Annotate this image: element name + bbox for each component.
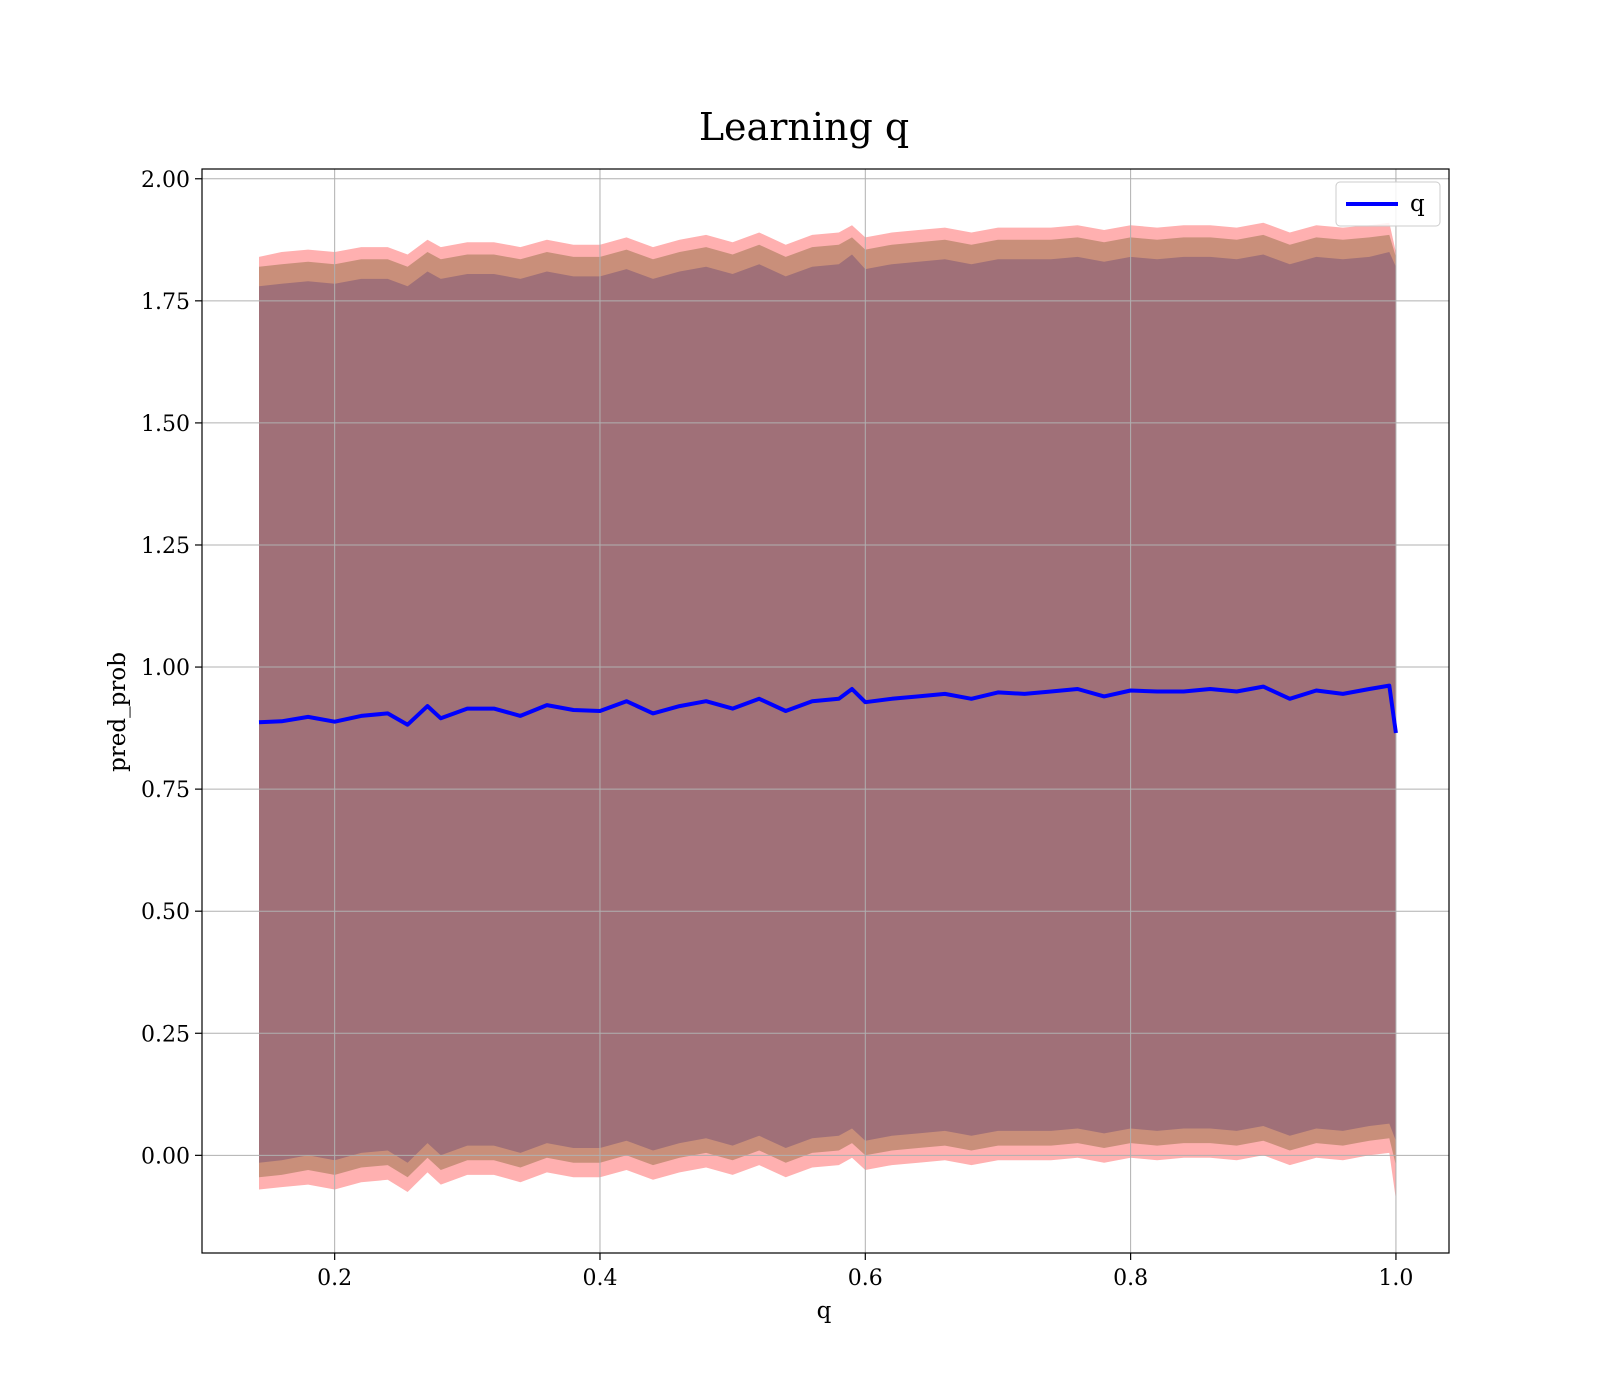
- y-tick-label: 1.75: [141, 290, 190, 315]
- x-tick-label: 0.4: [582, 1266, 617, 1291]
- y-tick-label: 0.75: [141, 778, 190, 803]
- series-line-q: [258, 683, 1398, 734]
- x-tick-label: 0.6: [848, 1266, 883, 1291]
- x-tick-label: 1.0: [1378, 1266, 1413, 1291]
- plot-area: 0.2 0.4 0.6 0.8 1.0 0.00 0.25 0.50 0.75 1.00 1.25 1…: [141, 168, 1450, 1291]
- x-axis-label: q: [817, 1298, 832, 1324]
- y-tick-label: 0.25: [141, 1022, 190, 1047]
- y-axis-label: pred_prob: [105, 652, 131, 772]
- y-tick-label: 2.00: [141, 168, 190, 193]
- y-tick-label: 0.50: [141, 900, 190, 925]
- x-tick-label: 0.8: [1113, 1266, 1148, 1291]
- band-inner: [259, 252, 1396, 1163]
- y-tick-label: 1.00: [141, 656, 190, 681]
- x-tick-label: 0.2: [317, 1266, 352, 1291]
- plot-frame: [201, 168, 1450, 1254]
- legend-label-q: q: [1410, 191, 1425, 217]
- y-tick-label: 1.25: [141, 534, 190, 559]
- chart-title: Learning q: [699, 105, 909, 149]
- y-tick-label: 1.50: [141, 412, 190, 437]
- y-tick-label: 0.00: [141, 1144, 190, 1169]
